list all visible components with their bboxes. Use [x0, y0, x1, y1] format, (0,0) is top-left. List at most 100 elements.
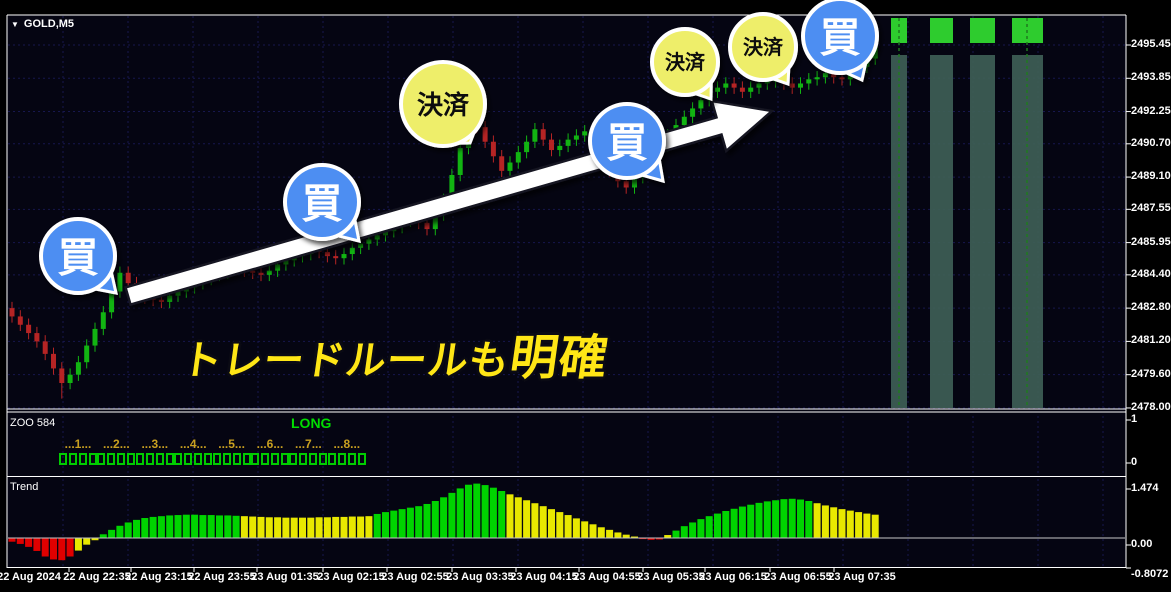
price-axis-label: 2492.25 — [1131, 104, 1171, 117]
zoo-value-box — [327, 453, 336, 465]
bubble-label: 決済 — [665, 50, 706, 74]
zoo-value-box — [79, 453, 87, 465]
zoo-group-value — [280, 453, 336, 465]
trend-axis-min: -0.8072 — [1131, 568, 1169, 580]
trend-histogram — [8, 483, 1125, 561]
axis-ticks — [68, 44, 1131, 572]
zoo-value-box — [174, 453, 183, 465]
time-axis-label: 23 Aug 05:35 — [637, 571, 705, 583]
zoo-value-box — [271, 453, 279, 465]
trend-indicator-title: Trend — [10, 481, 39, 493]
buy-bubble: 買 — [39, 217, 118, 295]
buy-bubble: 買 — [283, 163, 361, 244]
zoo-group-label: ...5... — [218, 437, 245, 451]
time-axis-label: 23 Aug 04:15 — [510, 571, 578, 583]
zoo-value-box — [299, 453, 308, 465]
price-axis-label: 2485.95 — [1131, 235, 1171, 248]
bubble-label: 決済 — [417, 90, 470, 120]
trend-axis-max: 1.474 — [1131, 482, 1159, 494]
zoo-value-box — [194, 453, 203, 465]
zoo-group-label: ...2... — [103, 437, 130, 451]
zoo-value-box — [155, 453, 164, 465]
zoo-axis-max: 1 — [1131, 413, 1138, 425]
zoo-group-value — [88, 453, 144, 465]
symbol-title[interactable]: ▼ GOLD,M5 — [11, 18, 74, 30]
zoo-value-box — [107, 453, 116, 465]
zoo-signal-badge: LONG — [291, 415, 332, 431]
zoo-group-label: ...3... — [141, 437, 169, 451]
zoo-axis-min: 0 — [1131, 456, 1138, 468]
zoo-group-value — [319, 453, 375, 465]
zoo-value-box — [89, 453, 97, 465]
price-axis-label: 2489.10 — [1131, 170, 1171, 183]
zoo-value-box — [261, 453, 269, 465]
zoo-value-box — [289, 453, 298, 465]
bubble-label: 買 — [302, 181, 343, 227]
zoo-group-value — [242, 453, 298, 465]
panel-borders — [6, 14, 1127, 568]
bubble-label: 買 — [58, 235, 99, 281]
zoo-value-box — [337, 453, 346, 465]
zoo-value-box — [347, 453, 356, 465]
time-axis-label: 22 Aug 22:35 — [63, 571, 131, 583]
time-axis-label: 23 Aug 06:55 — [764, 571, 832, 583]
zoo-value-box — [251, 453, 259, 465]
close-bubble: 決済 — [650, 27, 720, 102]
zoo-group-label: ...1... — [64, 437, 92, 451]
zoo-value-box — [97, 453, 106, 465]
price-axis-label: 2478.00 — [1131, 400, 1171, 413]
price-axis-label: 2482.80 — [1131, 301, 1171, 314]
zoo-group-value — [204, 453, 260, 465]
annotation-bubbles: 買買決済買決済決済買 — [39, 0, 879, 295]
time-axis-label: 23 Aug 03:35 — [446, 571, 514, 583]
zoo-group-label: ...7... — [295, 437, 322, 451]
dropdown-arrow-icon[interactable]: ▼ — [11, 19, 19, 29]
price-axis-label: 2484.40 — [1131, 267, 1171, 280]
bubble-label: 買 — [607, 120, 648, 166]
headline-text: トレードルールも明確 — [178, 318, 614, 388]
zoo-value-box — [319, 453, 328, 465]
zoo-value-box — [309, 453, 318, 465]
zoo-value-box — [212, 453, 221, 465]
headline-part2: 明確 — [506, 332, 612, 385]
time-axis-label: 23 Aug 04:55 — [573, 571, 641, 583]
symbol-label: GOLD,M5 — [23, 18, 75, 30]
zoo-value-box — [242, 453, 251, 465]
zoo-value-box — [222, 453, 231, 465]
zoo-value-box — [357, 453, 366, 465]
zoo-group-label: ...4... — [179, 437, 207, 451]
zoo-value-box — [69, 453, 77, 465]
price-axis-label: 2481.20 — [1131, 334, 1171, 347]
zoo-group-value — [50, 453, 106, 465]
signal-zones — [891, 18, 1043, 408]
zoo-value-box — [127, 453, 136, 465]
zoo-value-box — [135, 453, 144, 465]
zoo-indicator-title: ZOO 584 — [10, 417, 56, 429]
bubble-label: 買 — [820, 15, 861, 61]
time-axis-label: 22 Aug 23:55 — [188, 571, 256, 583]
headline-part1: トレードルールも — [178, 339, 513, 383]
time-axis-label: 23 Aug 02:55 — [381, 571, 449, 583]
price-axis-label: 2490.70 — [1131, 136, 1171, 149]
zoo-group-value — [127, 453, 183, 465]
zoo-value-box — [59, 453, 67, 465]
price-axis-label: 2493.85 — [1131, 71, 1171, 84]
trend-axis-zero: 0.00 — [1131, 538, 1153, 550]
zoo-value-box — [145, 453, 154, 465]
zoo-value-box — [184, 453, 193, 465]
bubble-label: 決済 — [743, 35, 784, 59]
zoo-value-box — [232, 453, 241, 465]
price-axis-label: 2495.45 — [1131, 38, 1171, 50]
buy-bubble: 買 — [801, 0, 879, 83]
price-axis-label: 2479.60 — [1131, 367, 1171, 380]
zoo-value-box — [165, 453, 174, 465]
time-axis-label: 23 Aug 07:35 — [828, 571, 896, 583]
time-axis-label: 23 Aug 01:35 — [251, 571, 319, 583]
zoo-group-label: ...6... — [256, 437, 284, 451]
time-axis-label: 22 Aug 23:15 — [125, 571, 193, 583]
close-bubble: 決済 — [728, 12, 798, 87]
zoo-value-box — [281, 453, 289, 465]
time-axis-label: 23 Aug 06:15 — [699, 571, 767, 583]
